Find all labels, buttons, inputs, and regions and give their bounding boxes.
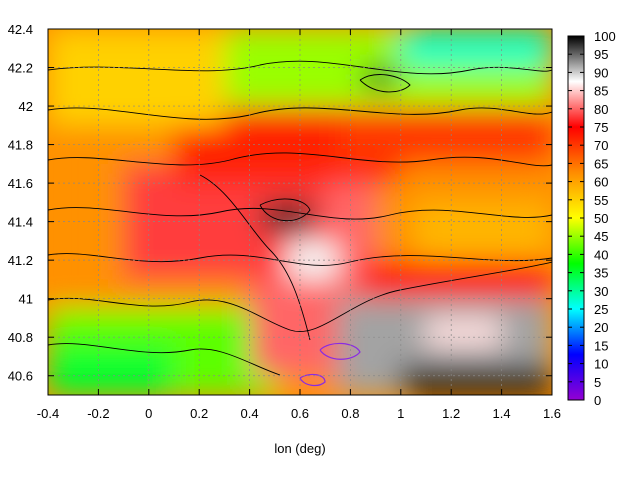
x-tick-label: 1.4 (493, 406, 511, 421)
heat-region (400, 29, 552, 68)
colorbar-tick-label: 90 (594, 65, 608, 80)
colorbar-tick-label: 25 (594, 302, 608, 317)
colorbar-tick-label: 60 (594, 175, 608, 190)
heat-region (262, 202, 313, 232)
y-tick-label: 40.6 (8, 369, 33, 384)
x-axis: -0.4 -0.2 0 0.2 0.4 0.6 0.8 1 1.2 1.4 1.6 (37, 29, 561, 421)
contour-line (199, 174, 311, 341)
contour-line (359, 74, 411, 93)
contour-lines (48, 60, 552, 376)
colorbar-tick-label: 75 (594, 120, 608, 135)
contour-line (48, 60, 552, 75)
x-tick-label: 1.6 (543, 406, 561, 421)
x-tick-label: 0 (145, 406, 152, 421)
colorbar-tick-label: 45 (594, 229, 608, 244)
plot-area (48, 29, 552, 395)
colorbar-tick-label: 40 (594, 247, 608, 262)
contour-line (48, 107, 552, 120)
grid-lines (48, 29, 552, 395)
contour-line (48, 261, 552, 332)
contour-line (48, 152, 552, 167)
colorbar-tick-label: 35 (594, 266, 608, 281)
x-axis-label: lon (deg) (274, 441, 325, 456)
y-tick-label: 41.2 (8, 253, 33, 268)
y-tick-label: 42 (19, 99, 33, 114)
x-tick-label: 0.4 (241, 406, 259, 421)
colorbar-tick-label: 0 (594, 393, 601, 408)
heat-region (48, 346, 174, 395)
colorbar-tick-label: 15 (594, 338, 608, 353)
colorbar-tick-label: 85 (594, 84, 608, 99)
contour-line (319, 342, 361, 360)
colorbar-tick-label: 10 (594, 357, 608, 372)
colorbar-tick-label: 100 (594, 29, 616, 44)
colorbar-tick-label: 80 (594, 102, 608, 117)
colorbar-tick-label: 5 (594, 375, 601, 390)
y-tick-label: 41.8 (8, 138, 33, 153)
x-tick-label: 1.2 (442, 406, 460, 421)
x-tick-label: 0.6 (291, 406, 309, 421)
colorbar-tick-label: 20 (594, 320, 608, 335)
y-tick-label: 40.8 (8, 330, 33, 345)
purple-contours (299, 342, 361, 387)
colorbar-tick-label: 50 (594, 211, 608, 226)
heat-region (48, 29, 225, 126)
x-tick-label: -0.2 (87, 406, 109, 421)
x-tick-label: 0.8 (341, 406, 359, 421)
colorbar: 0 5 10 15 20 25 30 35 40 45 50 55 60 65 70 75 80 85 90 95 10… (567, 29, 616, 408)
heat-region (337, 96, 552, 164)
colorbar-tick-label: 55 (594, 193, 608, 208)
contour-line (259, 198, 311, 222)
heat-region (426, 317, 502, 347)
colorbar-tick-label: 65 (594, 156, 608, 171)
y-tick-label: 42.2 (8, 61, 33, 76)
colorbar-tick-label: 30 (594, 284, 608, 299)
contour-line (48, 343, 281, 376)
heat-region (363, 67, 396, 87)
contour-line (48, 207, 552, 220)
x-tick-label: -0.4 (37, 406, 59, 421)
x-tick-label: 0.2 (190, 406, 208, 421)
y-tick-label: 41.4 (8, 215, 33, 230)
contour-line (48, 253, 552, 266)
y-tick-label: 41 (19, 292, 33, 307)
contour-line (299, 373, 326, 387)
colorbar-ticks: 0 5 10 15 20 25 30 35 40 45 50 55 60 65 70 75 80 85 90 95 10… (568, 29, 616, 408)
y-axis: 40.6 40.8 41 41.2 41.4 41.6 41.8 42 42.2 42.4 (8, 22, 552, 384)
y-tick-label: 42.4 (8, 22, 33, 37)
colorbar-tick-label: 70 (594, 138, 608, 153)
y-tick-label: 41.6 (8, 176, 33, 191)
heat-region (400, 366, 552, 395)
x-tick-label: 1 (397, 406, 404, 421)
colorbar-tick-label: 95 (594, 47, 608, 62)
